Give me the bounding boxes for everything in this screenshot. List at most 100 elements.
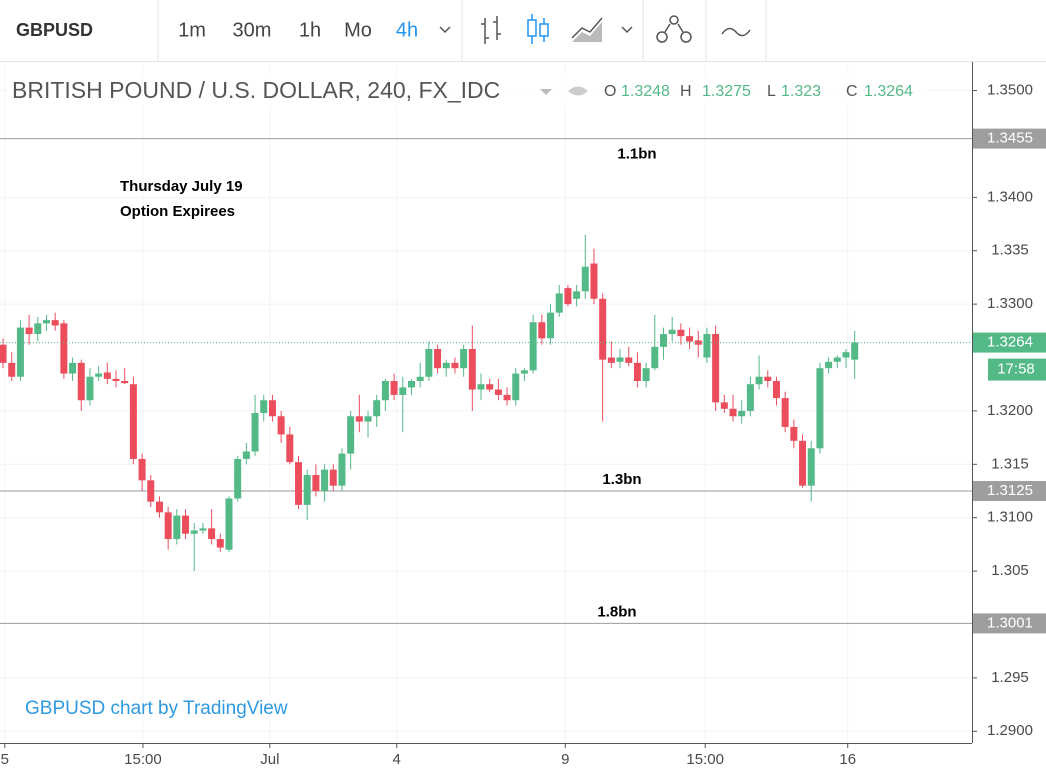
candle-body — [338, 453, 346, 486]
candle-body — [407, 381, 415, 388]
candle-body — [772, 381, 780, 399]
candle-body — [190, 530, 198, 534]
y-tick-label: 1.3200 — [987, 402, 1033, 419]
candle-body — [182, 515, 190, 534]
y-tick-label: 1.2900 — [987, 722, 1033, 739]
ohlc-value: 1.323 — [781, 83, 821, 100]
x-tick-label: Jul — [260, 751, 279, 768]
interval[interactable]: 1h — [299, 19, 321, 41]
candle-body — [225, 498, 233, 550]
candle-body — [477, 384, 485, 390]
candle-body — [520, 370, 528, 374]
interval[interactable]: Mo — [344, 19, 372, 41]
y-tick-label: 1.3300 — [987, 295, 1033, 312]
candle-body — [512, 373, 520, 401]
candle-body — [355, 416, 363, 422]
candle-body — [755, 376, 763, 385]
candle-body — [216, 539, 224, 548]
candle-body — [147, 480, 155, 502]
candle-body — [268, 400, 276, 417]
candle-body — [69, 362, 77, 374]
level-badge-label: 1.3001 — [987, 614, 1033, 631]
candle-body — [173, 515, 181, 540]
candle-body — [373, 400, 381, 417]
candle-body — [581, 266, 589, 292]
candle-body — [816, 368, 824, 449]
chart-title: BRITISH POUND / U.S. DOLLAR, 240, FX_IDC — [12, 77, 500, 103]
y-tick-label: 1.3500 — [987, 82, 1033, 99]
candle-body — [321, 469, 329, 491]
candle-body — [729, 408, 737, 417]
candle-body — [590, 263, 598, 299]
candle-body — [199, 528, 207, 531]
ohlc-label: L — [767, 83, 776, 100]
candle-body — [825, 361, 833, 369]
y-tick-label: 1.295 — [991, 669, 1029, 686]
candle-body — [86, 376, 94, 401]
x-tick-label: 16 — [839, 751, 856, 768]
area-icon[interactable] — [571, 17, 603, 42]
candle-body — [260, 400, 268, 414]
candle-body — [77, 362, 85, 401]
ohlc-label: C — [846, 83, 858, 100]
candle-body — [503, 394, 511, 401]
candle-body — [720, 402, 728, 409]
candle-body — [625, 357, 633, 363]
candle-body — [329, 469, 337, 486]
candle-body — [51, 320, 59, 326]
watermark: GBPUSD chart by TradingView — [25, 698, 288, 719]
bars-icon[interactable] — [481, 16, 501, 44]
candle-body — [164, 512, 172, 540]
compare-icon[interactable] — [721, 27, 751, 37]
candle-body — [451, 362, 459, 369]
candle-body — [208, 528, 216, 540]
ohlc-value: 1.3248 — [621, 83, 670, 100]
candle-body — [607, 357, 615, 363]
y-tick-label: 1.305 — [991, 562, 1029, 579]
candle-body — [529, 322, 537, 371]
candle-body — [234, 458, 242, 499]
y-tick-label: 1.335 — [991, 242, 1029, 259]
dropdown-icon[interactable] — [439, 26, 451, 34]
candle-body — [738, 410, 746, 417]
interval[interactable]: 30m — [233, 19, 272, 41]
title-bg — [6, 74, 926, 108]
x-tick-label: 5 — [1, 751, 9, 768]
interval[interactable]: 4h — [396, 19, 418, 41]
interval[interactable]: 1m — [178, 19, 206, 41]
dropdown-icon[interactable] — [621, 26, 633, 34]
annotation: Thursday July 19 — [120, 178, 243, 195]
candle-body — [16, 327, 24, 377]
x-tick-label: 4 — [393, 751, 401, 768]
level-badge-label: 1.3455 — [987, 130, 1033, 147]
x-tick-label: 15:00 — [124, 751, 162, 768]
candle-body — [712, 334, 720, 403]
candle-body — [842, 352, 850, 358]
candle-body — [807, 448, 815, 486]
candle-body — [659, 334, 667, 347]
ohlc-label: O — [604, 83, 616, 100]
candle-body — [390, 381, 398, 395]
candle-body — [295, 462, 303, 505]
x-tick-label: 15:00 — [686, 751, 724, 768]
chart: 1.3500 1.3400 1.335 1.3300 1.3200 1.315 1.3100… — [0, 62, 1046, 773]
candle-body — [251, 413, 259, 452]
toolbar: GBPUSD 1m 30m 1h Mo 4h — [0, 0, 1046, 62]
y-tick-label: 1.3400 — [987, 188, 1033, 205]
candle-body — [121, 381, 129, 384]
candle-body — [242, 451, 250, 459]
level-note: 1.8bn — [597, 603, 636, 620]
candle-body — [486, 384, 494, 390]
indicators-icon[interactable] — [656, 15, 692, 43]
candle-body — [303, 474, 311, 505]
symbol[interactable]: GBPUSD — [16, 20, 93, 40]
candle-body — [494, 389, 502, 395]
candle-body — [538, 322, 546, 339]
candles-icon[interactable] — [527, 14, 549, 44]
price-badge — [973, 332, 1046, 353]
candle-body — [312, 474, 320, 491]
candle-body — [364, 416, 372, 422]
candle-body — [599, 298, 607, 360]
candle-body — [460, 348, 468, 369]
y-tick-label: 1.3100 — [987, 509, 1033, 526]
